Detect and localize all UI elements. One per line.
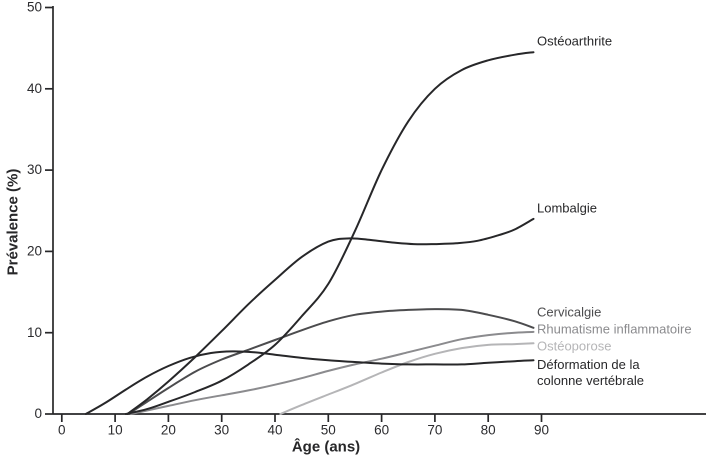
series-line-osteoporose — [279, 342, 535, 415]
series-label-cervicalgie: Cervicalgie — [537, 304, 601, 319]
x-tick-label: 90 — [534, 423, 549, 438]
y-tick-label: 30 — [27, 162, 42, 177]
y-tick-label: 40 — [27, 81, 42, 96]
x-tick-label: 50 — [321, 423, 336, 438]
series-label-osteoarthrite: Ostéoarthrite — [537, 34, 612, 49]
series-label-lombalgie: Lombalgie — [537, 200, 597, 215]
x-tick-label: 0 — [58, 423, 66, 438]
x-tick-label: 70 — [427, 423, 442, 438]
series-label-deformation-colonne-vertebrale: colonne vertébrale — [537, 373, 644, 388]
series-label-deformation-colonne-vertebrale: Déformation de la — [537, 357, 640, 372]
series-line-lombalgie — [126, 217, 535, 415]
y-axis-title: Prévalence (%) — [4, 168, 22, 276]
series-label-osteoporose: Ostéoporose — [537, 339, 611, 354]
series-line-deformation-colonne-vertebrale — [84, 350, 535, 415]
x-tick-label: 20 — [161, 423, 176, 438]
y-tick-label: 20 — [27, 243, 42, 258]
series-line-rhumatisme-inflammatoire — [130, 330, 535, 415]
series-label-rhumatisme-inflammatoire: Rhumatisme inflammatoire — [537, 321, 692, 336]
x-tick-label: 80 — [481, 423, 496, 438]
series-line-osteoarthrite — [124, 51, 535, 415]
y-tick-label: 50 — [27, 0, 42, 15]
y-tick-label: 10 — [27, 325, 42, 340]
y-tick-label: 0 — [34, 406, 42, 421]
series-line-cervicalgie — [127, 308, 535, 415]
x-tick-label: 10 — [108, 423, 123, 438]
x-axis-title: Âge (ans) — [291, 438, 361, 456]
x-tick-label: 30 — [214, 423, 229, 438]
x-tick-label: 60 — [374, 423, 389, 438]
x-tick-label: 40 — [267, 423, 282, 438]
